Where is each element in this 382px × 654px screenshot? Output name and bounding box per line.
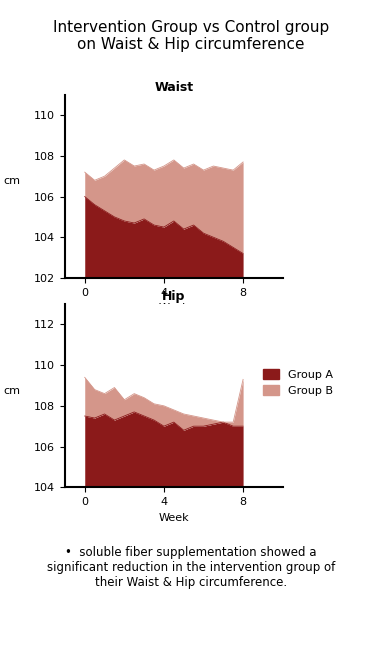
X-axis label: Week: Week (159, 303, 189, 313)
Title: Waist: Waist (154, 80, 193, 94)
Y-axis label: cm: cm (3, 386, 20, 396)
Legend: Group A, Group B: Group A, Group B (258, 364, 338, 401)
Text: Intervention Group vs Control group
on Waist & Hip circumference: Intervention Group vs Control group on W… (53, 20, 329, 52)
X-axis label: Week: Week (159, 513, 189, 523)
Title: Hip: Hip (162, 290, 186, 303)
Y-axis label: cm: cm (3, 177, 20, 186)
Text: •  soluble fiber supplementation showed a
significant reduction in the intervent: • soluble fiber supplementation showed a… (47, 546, 335, 589)
